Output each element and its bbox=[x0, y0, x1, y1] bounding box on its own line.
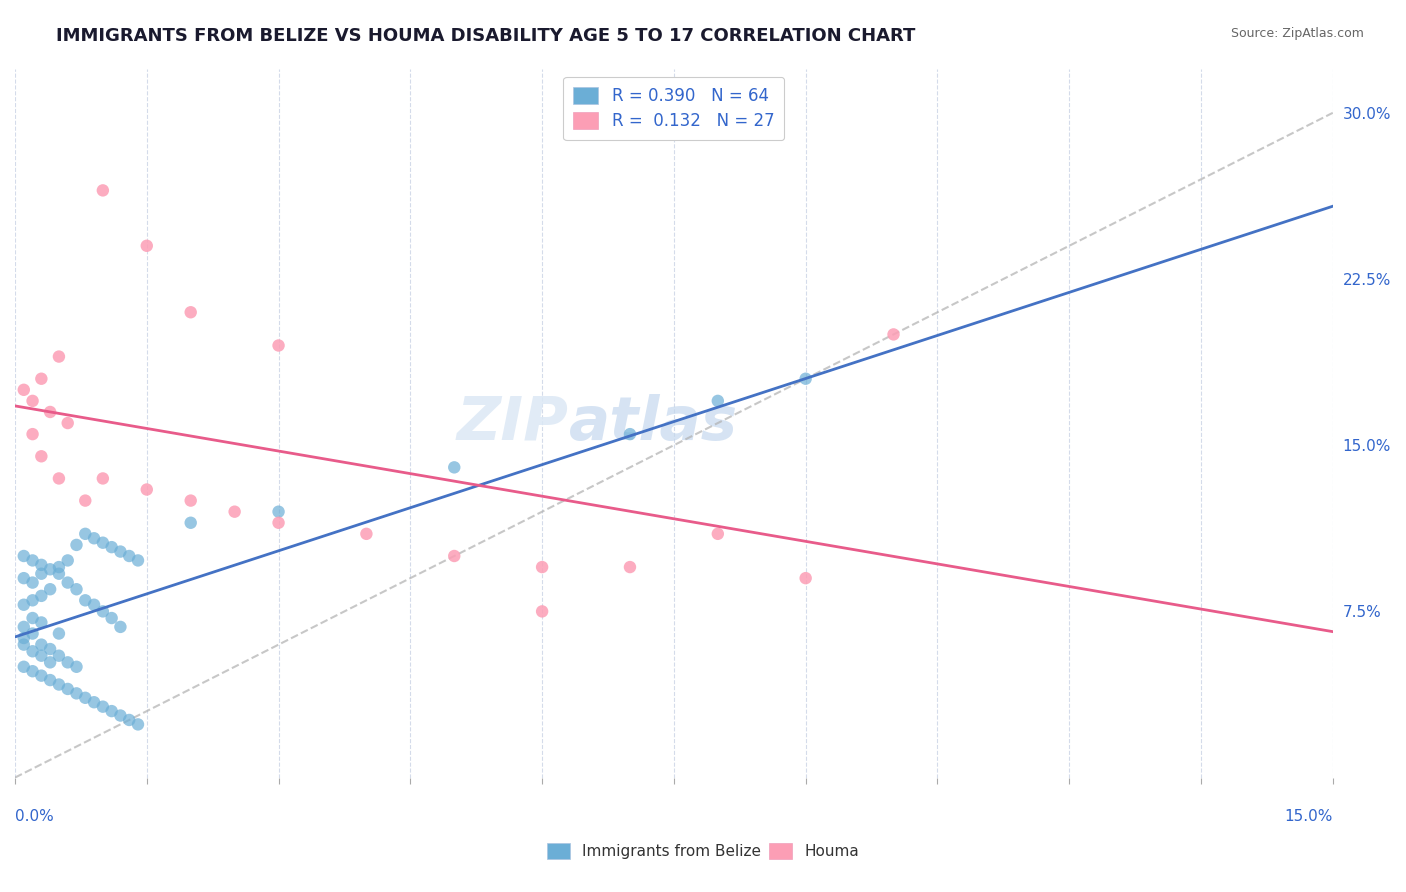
Point bbox=[39, 673, 62, 687]
Point bbox=[127, 553, 149, 567]
Point bbox=[48, 626, 70, 640]
Point bbox=[48, 560, 70, 574]
Point bbox=[75, 593, 97, 607]
Point bbox=[56, 575, 79, 590]
Point bbox=[110, 708, 132, 723]
Point bbox=[21, 593, 44, 607]
Point bbox=[118, 549, 141, 563]
Point bbox=[707, 526, 730, 541]
Point bbox=[13, 660, 35, 674]
Point bbox=[180, 493, 202, 508]
Point bbox=[21, 553, 44, 567]
Point bbox=[443, 460, 465, 475]
Point bbox=[75, 690, 97, 705]
Point bbox=[39, 656, 62, 670]
Point bbox=[91, 471, 114, 485]
Point bbox=[267, 338, 290, 352]
Point bbox=[21, 393, 44, 408]
Point bbox=[30, 558, 52, 572]
Text: 15.0%: 15.0% bbox=[1285, 809, 1333, 824]
Point bbox=[531, 604, 554, 618]
Text: IMMIGRANTS FROM BELIZE VS HOUMA DISABILITY AGE 5 TO 17 CORRELATION CHART: IMMIGRANTS FROM BELIZE VS HOUMA DISABILI… bbox=[56, 27, 915, 45]
Point bbox=[531, 560, 554, 574]
Point bbox=[48, 350, 70, 364]
Point bbox=[224, 505, 246, 519]
Point bbox=[30, 638, 52, 652]
Point bbox=[39, 642, 62, 657]
Point bbox=[21, 644, 44, 658]
Point bbox=[65, 538, 87, 552]
Point bbox=[100, 704, 122, 718]
Point bbox=[75, 493, 97, 508]
Point bbox=[118, 713, 141, 727]
Point bbox=[21, 611, 44, 625]
Point bbox=[65, 686, 87, 700]
Point bbox=[21, 626, 44, 640]
Point bbox=[13, 598, 35, 612]
Point bbox=[56, 656, 79, 670]
Legend: R = 0.390   N = 64, R =  0.132   N = 27: R = 0.390 N = 64, R = 0.132 N = 27 bbox=[564, 77, 785, 140]
Point bbox=[127, 717, 149, 731]
Point bbox=[21, 664, 44, 678]
Point bbox=[135, 483, 157, 497]
Point bbox=[13, 549, 35, 563]
Point bbox=[83, 531, 105, 545]
Point bbox=[30, 648, 52, 663]
Text: 0.0%: 0.0% bbox=[15, 809, 53, 824]
Point bbox=[56, 416, 79, 430]
Point bbox=[65, 660, 87, 674]
Point bbox=[100, 540, 122, 554]
Point bbox=[13, 383, 35, 397]
Point bbox=[65, 582, 87, 597]
Point bbox=[135, 239, 157, 253]
Point bbox=[180, 305, 202, 319]
Point bbox=[30, 589, 52, 603]
Point bbox=[883, 327, 905, 342]
Text: atlas: atlas bbox=[568, 393, 738, 452]
Legend: Immigrants from Belize, Houma: Immigrants from Belize, Houma bbox=[540, 835, 866, 866]
Point bbox=[48, 648, 70, 663]
Point bbox=[30, 615, 52, 630]
Point bbox=[83, 695, 105, 709]
Point bbox=[267, 516, 290, 530]
Point bbox=[110, 620, 132, 634]
Point bbox=[39, 582, 62, 597]
Point bbox=[110, 544, 132, 558]
Point bbox=[39, 562, 62, 576]
Point bbox=[91, 183, 114, 197]
Point bbox=[13, 631, 35, 645]
Point bbox=[56, 681, 79, 696]
Text: Source: ZipAtlas.com: Source: ZipAtlas.com bbox=[1230, 27, 1364, 40]
Point bbox=[21, 427, 44, 442]
Point bbox=[356, 526, 378, 541]
Point bbox=[91, 535, 114, 549]
Point bbox=[13, 638, 35, 652]
Point bbox=[48, 471, 70, 485]
Point bbox=[267, 505, 290, 519]
Point bbox=[13, 620, 35, 634]
Point bbox=[21, 575, 44, 590]
Point bbox=[180, 516, 202, 530]
Point bbox=[83, 598, 105, 612]
Point bbox=[619, 560, 641, 574]
Point bbox=[56, 553, 79, 567]
Point bbox=[39, 405, 62, 419]
Point bbox=[48, 677, 70, 691]
Point bbox=[30, 372, 52, 386]
Point bbox=[91, 699, 114, 714]
Point bbox=[75, 526, 97, 541]
Point bbox=[91, 604, 114, 618]
Point bbox=[30, 450, 52, 464]
Point bbox=[794, 372, 817, 386]
Point bbox=[30, 566, 52, 581]
Point bbox=[13, 571, 35, 585]
Point bbox=[619, 427, 641, 442]
Point bbox=[707, 393, 730, 408]
Text: ZIP: ZIP bbox=[457, 393, 568, 452]
Point bbox=[794, 571, 817, 585]
Point bbox=[48, 566, 70, 581]
Point bbox=[30, 668, 52, 682]
Point bbox=[100, 611, 122, 625]
Point bbox=[443, 549, 465, 563]
